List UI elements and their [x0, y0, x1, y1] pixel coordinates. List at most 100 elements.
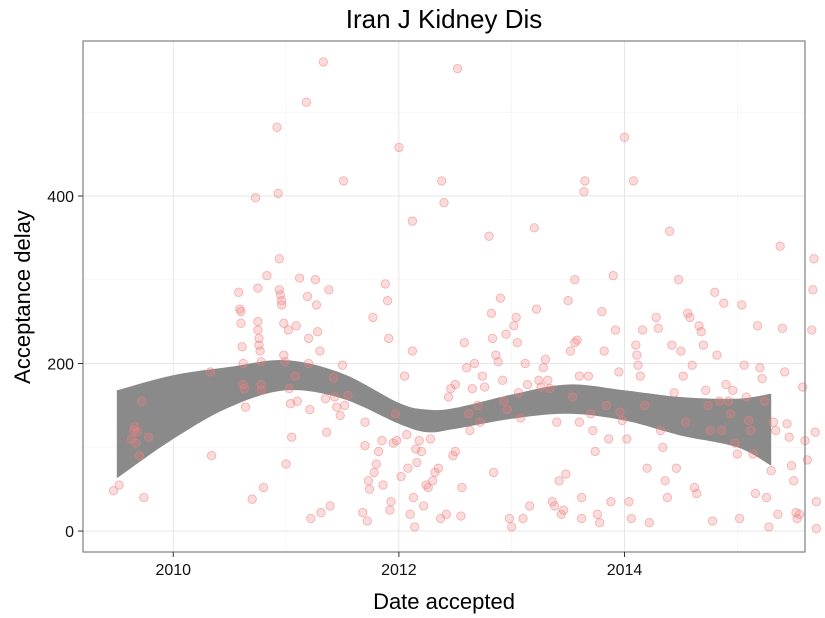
data-point [811, 497, 821, 507]
data-point [283, 325, 293, 335]
data-point [714, 396, 724, 406]
data-point [739, 360, 749, 370]
data-point [360, 440, 370, 451]
data-point [583, 371, 594, 381]
data-point [394, 142, 404, 153]
data-point [320, 394, 331, 404]
data-point [369, 467, 379, 478]
data-point [464, 409, 474, 419]
data-point [755, 363, 765, 373]
data-point [615, 407, 625, 417]
data-point [698, 340, 709, 350]
data-point [306, 513, 316, 524]
data-point [416, 446, 427, 457]
data-point [407, 346, 418, 356]
data-point [291, 321, 301, 331]
data-point [405, 509, 415, 519]
data-point [493, 357, 503, 367]
data-point [610, 325, 621, 335]
data-point [322, 427, 332, 437]
data-point [719, 298, 729, 308]
data-point [234, 287, 244, 297]
data-point [651, 312, 661, 323]
data-point [134, 451, 145, 461]
data-point [606, 497, 616, 507]
data-point [384, 333, 394, 344]
data-point [443, 392, 454, 402]
data-point [423, 482, 433, 493]
data-point [635, 371, 645, 381]
data-point [256, 385, 266, 395]
data-point [139, 492, 149, 503]
data-point [338, 176, 349, 186]
data-point [272, 122, 282, 132]
data-point [592, 509, 603, 519]
data-point [543, 375, 553, 385]
data-point [256, 357, 266, 367]
data-point [766, 466, 776, 476]
data-point [794, 509, 805, 519]
data-point [716, 425, 727, 436]
data-point [660, 476, 670, 486]
data-point [407, 216, 418, 226]
data-point [250, 193, 261, 203]
data-point [696, 327, 706, 337]
data-point [748, 449, 758, 459]
data-point [279, 350, 289, 360]
data-point [680, 417, 691, 427]
data-point [732, 449, 742, 459]
data-point [501, 329, 511, 339]
data-point [721, 379, 731, 390]
data-point [775, 241, 785, 251]
data-point [294, 273, 305, 283]
data-point [773, 509, 783, 519]
data-point [662, 492, 673, 503]
y-tick-label: 0 [65, 524, 74, 541]
data-point [563, 296, 573, 306]
data-point [262, 270, 272, 281]
data-point [789, 476, 799, 486]
data-point [536, 382, 546, 392]
data-point [318, 57, 328, 67]
data-point [807, 325, 817, 335]
data-point [617, 415, 627, 426]
data-point [456, 511, 466, 521]
data-point [114, 480, 124, 490]
data-point [239, 383, 249, 394]
data-point [655, 425, 666, 436]
data-points [108, 57, 821, 534]
data-point [761, 492, 772, 503]
data-point [477, 371, 488, 381]
data-point [601, 400, 612, 411]
data-point [764, 522, 774, 532]
data-point [360, 417, 370, 427]
data-point [565, 346, 576, 356]
data-point [631, 340, 641, 350]
y-axis-title: Acceptance delay [10, 210, 35, 384]
data-point [509, 321, 519, 331]
data-point [671, 463, 682, 473]
data-point [608, 270, 618, 281]
data-point [450, 379, 460, 390]
data-point [558, 505, 569, 515]
data-point [412, 457, 422, 468]
data-point [343, 390, 353, 400]
y-tick-label: 200 [47, 357, 74, 374]
data-point [782, 419, 792, 429]
data-point [780, 367, 790, 377]
plot-border [82, 40, 806, 553]
data-point [467, 383, 477, 394]
data-point [502, 404, 512, 415]
x-axis-title: Date accepted [373, 589, 515, 614]
data-point [692, 488, 702, 499]
data-point [276, 300, 287, 310]
data-point [802, 455, 812, 465]
data-point [529, 223, 539, 233]
data-point [525, 501, 535, 511]
data-point [723, 396, 733, 406]
x-tick-label: 2014 [607, 562, 643, 579]
data-point [255, 346, 265, 356]
data-point [737, 300, 747, 310]
data-point [380, 279, 390, 289]
